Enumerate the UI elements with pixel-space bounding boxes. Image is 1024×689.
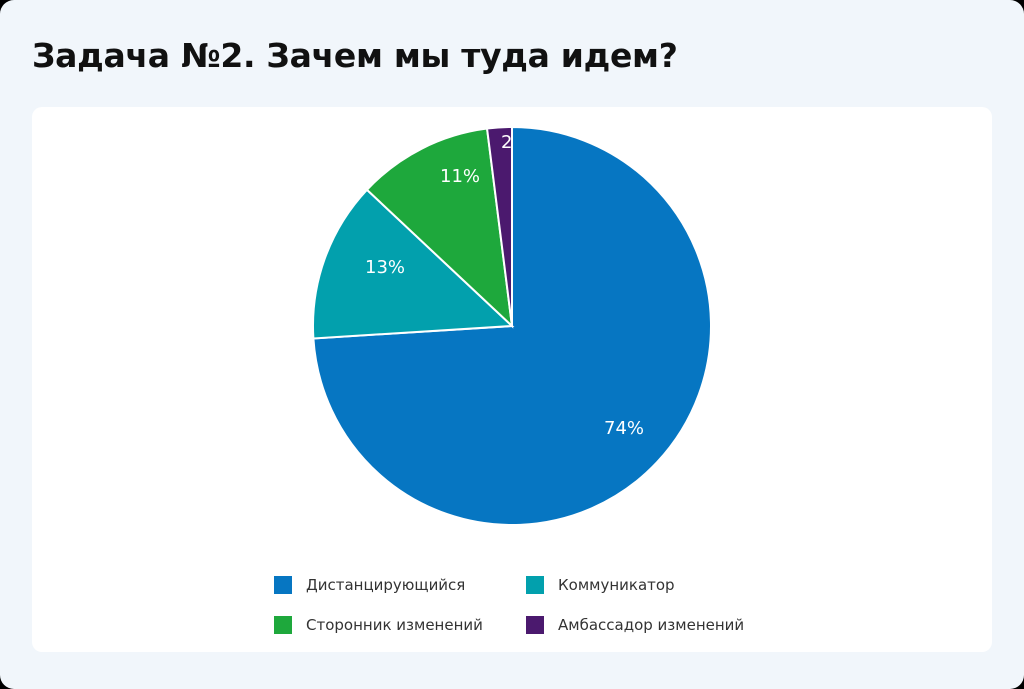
legend-swatch xyxy=(274,616,292,634)
slice-ambassador xyxy=(485,125,513,327)
data-label: 11% xyxy=(440,166,480,187)
legend-item-communicator: Коммуникатор xyxy=(526,576,675,594)
legend-label: Сторонник изменений xyxy=(306,616,483,634)
legend-label: Амбассадор изменений xyxy=(558,616,745,634)
page-title: Задача №2. Зачем мы туда идем? xyxy=(32,36,678,75)
legend-label: Коммуникатор xyxy=(558,576,675,594)
legend-swatch xyxy=(526,576,544,594)
legend-item-ambassador: Амбассадор изменений xyxy=(526,616,744,634)
data-label: 13% xyxy=(365,257,405,278)
legend-label: Дистанцирующийся xyxy=(306,576,466,594)
legend-swatch xyxy=(526,616,544,634)
pie-chart: 74% 13% 11% 2 xyxy=(312,125,712,526)
chart-card: 74% 13% 11% 2 Дистанцирующийся Коммуникатор… xyxy=(32,107,992,652)
data-label: 2 xyxy=(501,132,512,153)
slice-supporter xyxy=(365,127,514,329)
legend-item-distancing: Дистанцирующийся xyxy=(274,576,465,594)
data-label: 74% xyxy=(604,418,644,439)
slice-communicator xyxy=(312,188,515,340)
legend-swatch xyxy=(274,576,292,594)
legend-item-supporter: Сторонник изменений xyxy=(274,616,483,634)
